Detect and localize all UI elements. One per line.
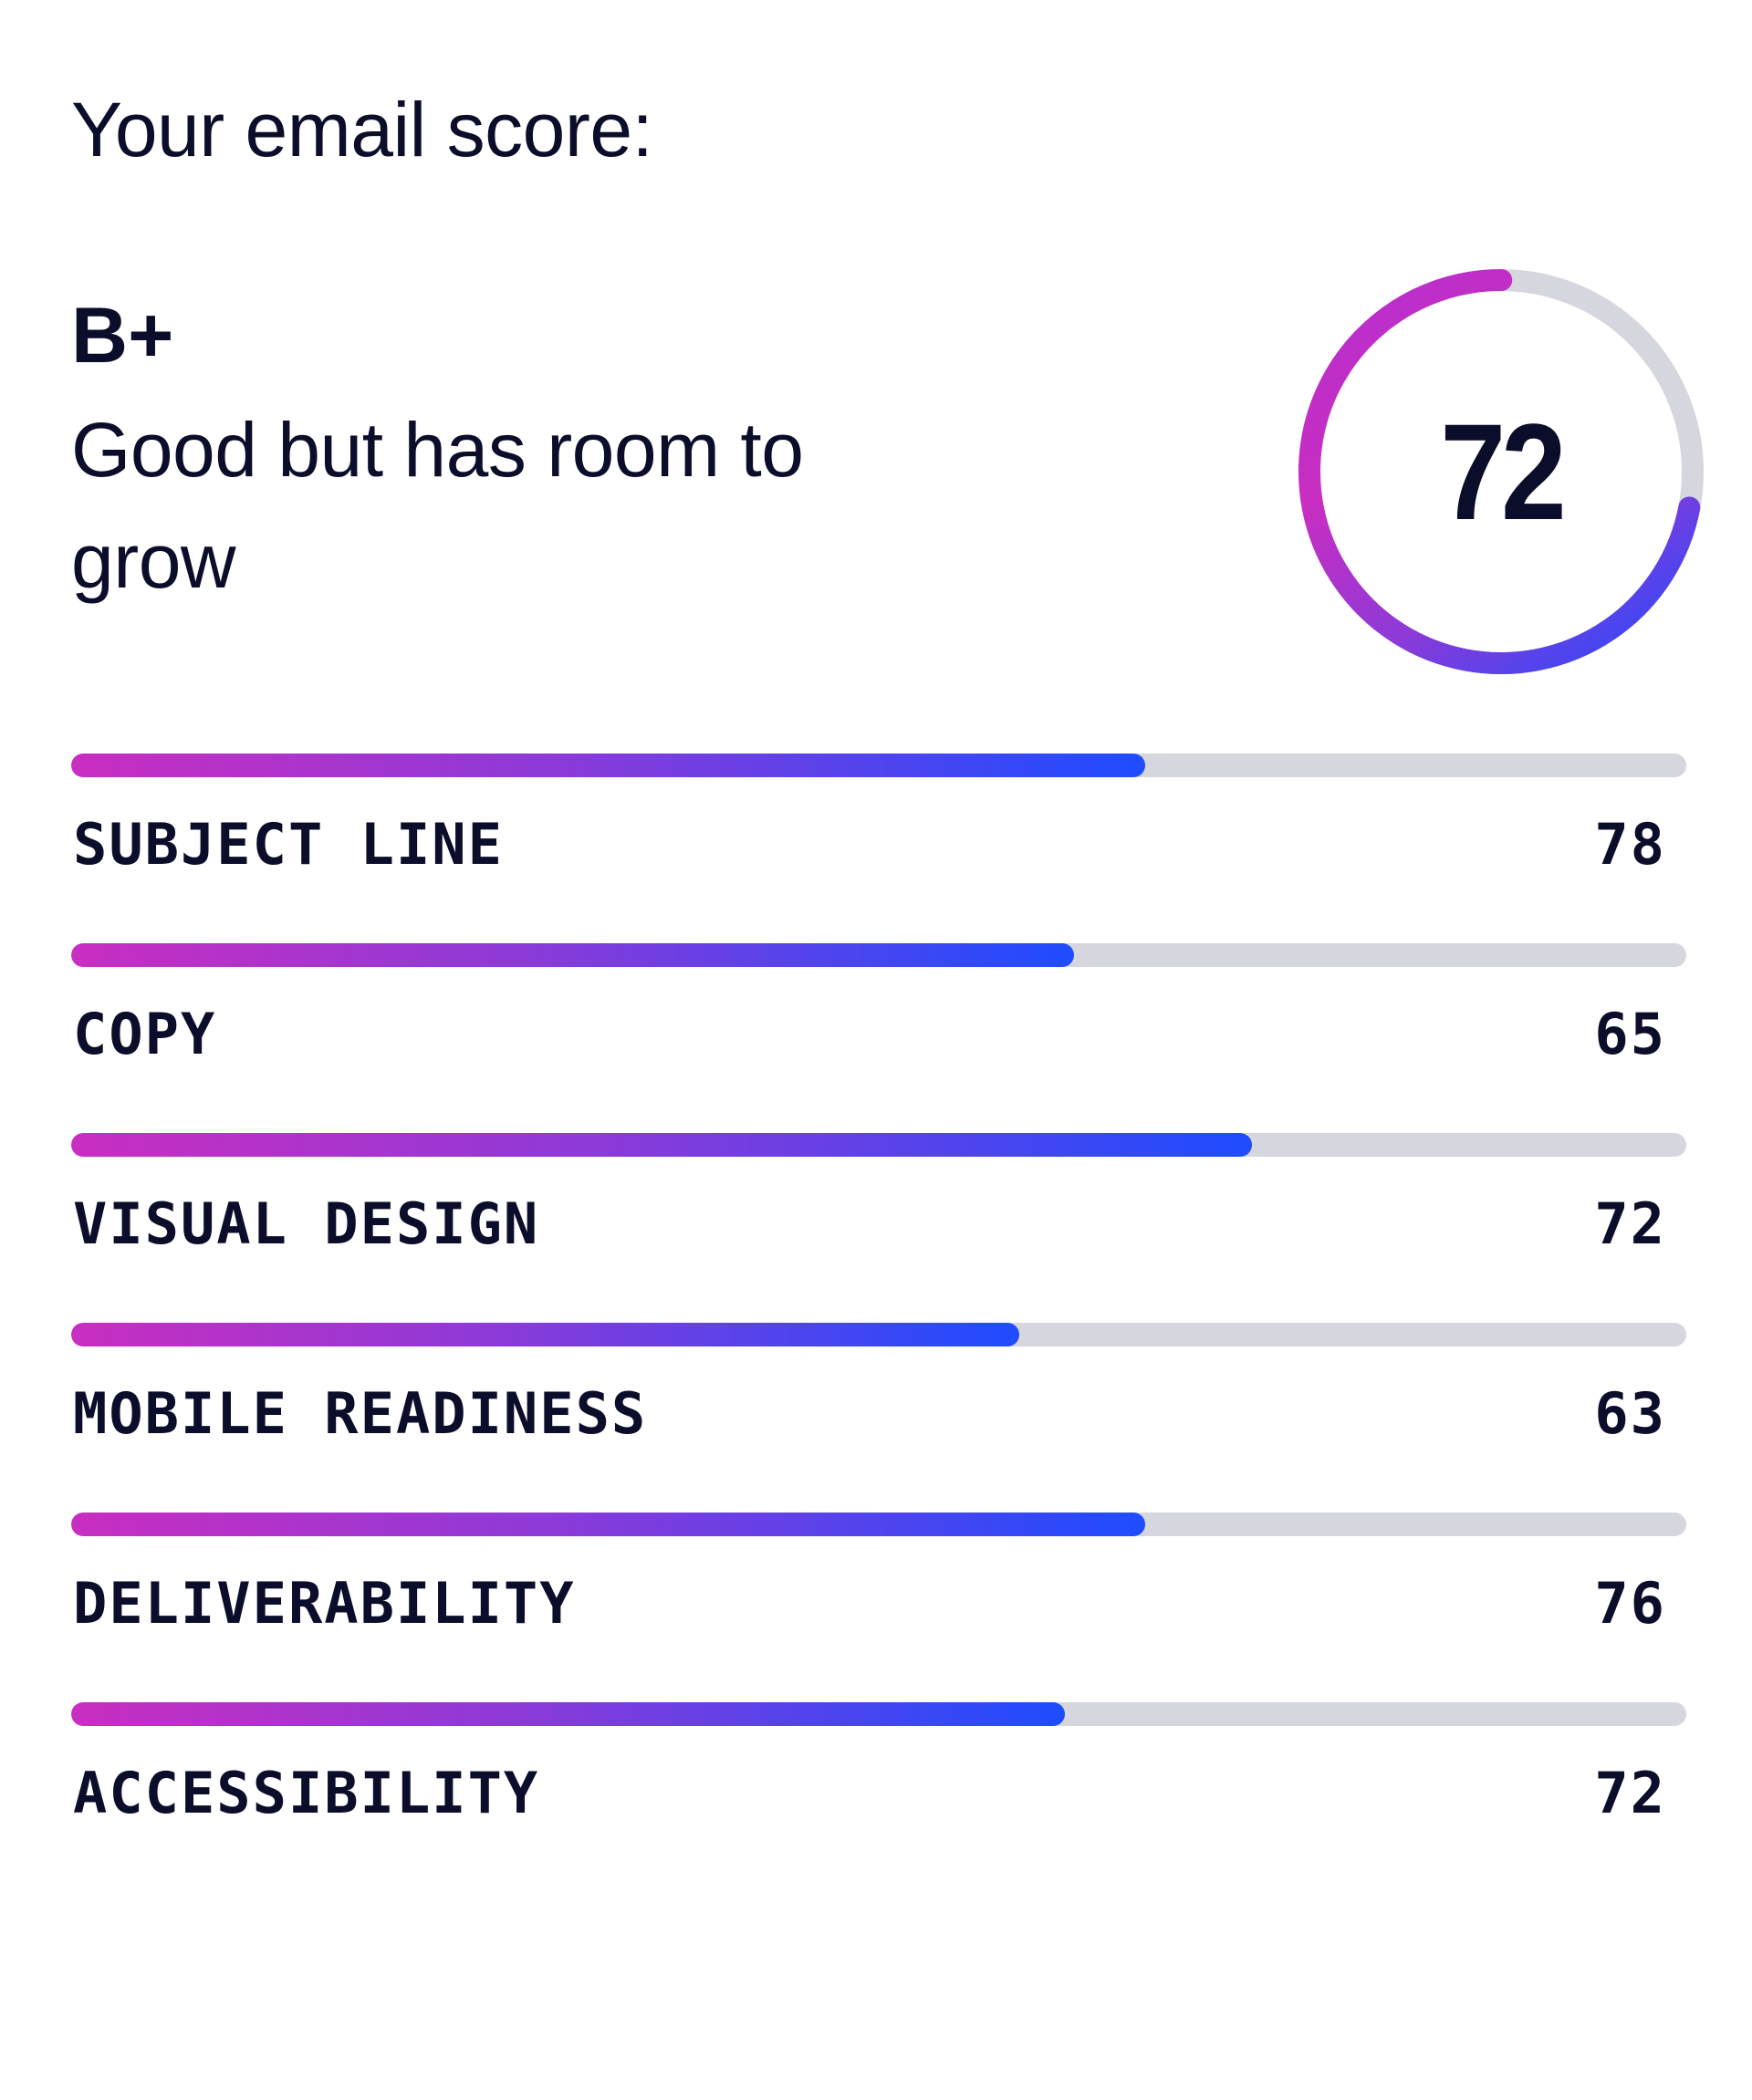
overall-score-value: 72 (1440, 394, 1566, 548)
metric-label: SUBJECT LINE (73, 811, 504, 878)
metric-track (71, 1323, 1686, 1346)
metric-fill (71, 1133, 1252, 1157)
metric-fill (71, 943, 1075, 967)
metric-label: COPY (73, 1001, 217, 1067)
metric-label: MOBILE READINESS (73, 1380, 648, 1447)
metric-track (71, 1702, 1686, 1726)
score-ring-graphic (1298, 269, 1704, 674)
metric-track (71, 754, 1686, 777)
score-ring-progress (1298, 269, 1704, 674)
metric-value: 65 (1594, 1001, 1666, 1067)
metric-row-accessibility: ACCESSIBILITY 72 (71, 1702, 1686, 1892)
metric-track (71, 943, 1686, 967)
metric-label: ACCESSIBILITY (73, 1760, 540, 1826)
metric-value: 63 (1594, 1380, 1666, 1447)
metric-value: 76 (1594, 1570, 1666, 1637)
grade-description: Good but has room to grow (71, 407, 804, 604)
metric-row-visual-design: VISUAL DESIGN 72 (71, 1133, 1686, 1323)
metric-track (71, 1513, 1686, 1536)
metric-label: DELIVERABILITY (73, 1570, 576, 1637)
metric-row-deliverability: DELIVERABILITY 76 (71, 1513, 1686, 1702)
metric-row-subject-line: SUBJECT LINE 78 (71, 754, 1686, 943)
metric-fill (71, 1323, 1019, 1346)
metric-track (71, 1133, 1686, 1157)
page-title: Your email score: (71, 87, 653, 172)
metric-fill (71, 754, 1146, 777)
metric-fill (71, 1513, 1146, 1536)
metric-value: 72 (1594, 1190, 1666, 1257)
score-ring: 72 (1287, 257, 1716, 686)
metric-value: 78 (1594, 811, 1666, 878)
metric-list: SUBJECT LINE 78 COPY 65 VISUAL DESIGN 72… (71, 754, 1686, 1892)
metric-label: VISUAL DESIGN (73, 1190, 540, 1257)
metric-fill (71, 1702, 1065, 1726)
metric-value: 72 (1594, 1760, 1666, 1826)
grade-letter: B+ (71, 292, 174, 379)
metric-row-mobile-readiness: MOBILE READINESS 63 (71, 1323, 1686, 1513)
metric-row-copy: COPY 65 (71, 943, 1686, 1133)
